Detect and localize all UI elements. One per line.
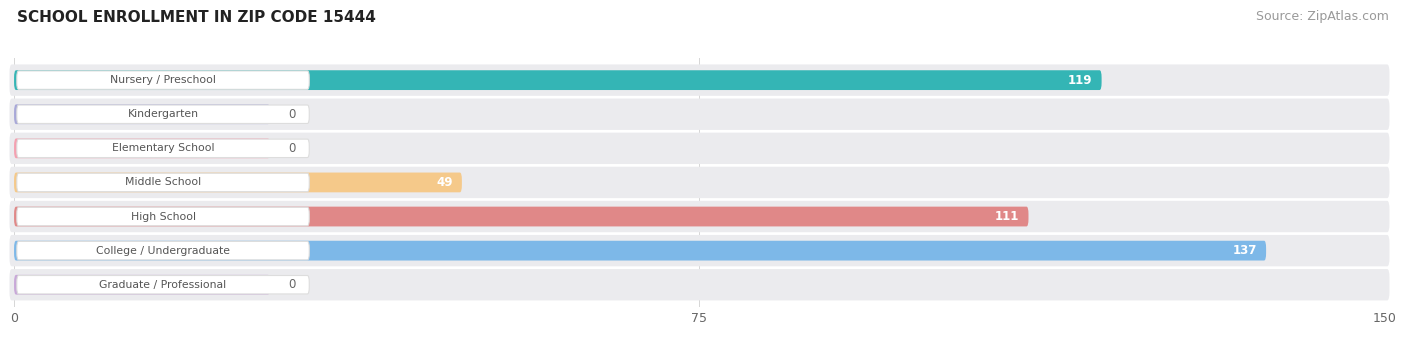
FancyBboxPatch shape: [17, 207, 309, 226]
FancyBboxPatch shape: [14, 173, 463, 192]
Text: 0: 0: [288, 278, 295, 291]
FancyBboxPatch shape: [17, 71, 309, 89]
Text: College / Undergraduate: College / Undergraduate: [96, 246, 231, 256]
FancyBboxPatch shape: [10, 133, 1389, 164]
FancyBboxPatch shape: [10, 99, 1389, 130]
Text: Graduate / Professional: Graduate / Professional: [100, 280, 226, 290]
Text: 137: 137: [1233, 244, 1257, 257]
FancyBboxPatch shape: [10, 235, 1389, 266]
Text: High School: High School: [131, 211, 195, 222]
Text: 0: 0: [288, 108, 295, 121]
FancyBboxPatch shape: [14, 241, 1267, 261]
Text: 0: 0: [288, 142, 295, 155]
Text: Kindergarten: Kindergarten: [128, 109, 198, 119]
Text: 111: 111: [995, 210, 1019, 223]
Text: SCHOOL ENROLLMENT IN ZIP CODE 15444: SCHOOL ENROLLMENT IN ZIP CODE 15444: [17, 10, 375, 25]
FancyBboxPatch shape: [14, 70, 1102, 90]
FancyBboxPatch shape: [14, 207, 1029, 226]
Text: Source: ZipAtlas.com: Source: ZipAtlas.com: [1256, 10, 1389, 23]
FancyBboxPatch shape: [10, 201, 1389, 232]
FancyBboxPatch shape: [14, 104, 270, 124]
FancyBboxPatch shape: [17, 105, 309, 123]
FancyBboxPatch shape: [10, 269, 1389, 300]
Text: Nursery / Preschool: Nursery / Preschool: [110, 75, 217, 85]
Text: Elementary School: Elementary School: [111, 143, 214, 153]
FancyBboxPatch shape: [14, 275, 270, 295]
FancyBboxPatch shape: [17, 241, 309, 260]
FancyBboxPatch shape: [17, 173, 309, 192]
FancyBboxPatch shape: [10, 64, 1389, 96]
Text: Middle School: Middle School: [125, 177, 201, 188]
FancyBboxPatch shape: [10, 167, 1389, 198]
FancyBboxPatch shape: [17, 276, 309, 294]
FancyBboxPatch shape: [17, 139, 309, 158]
Text: 119: 119: [1069, 74, 1092, 87]
Text: 49: 49: [436, 176, 453, 189]
FancyBboxPatch shape: [14, 138, 270, 158]
